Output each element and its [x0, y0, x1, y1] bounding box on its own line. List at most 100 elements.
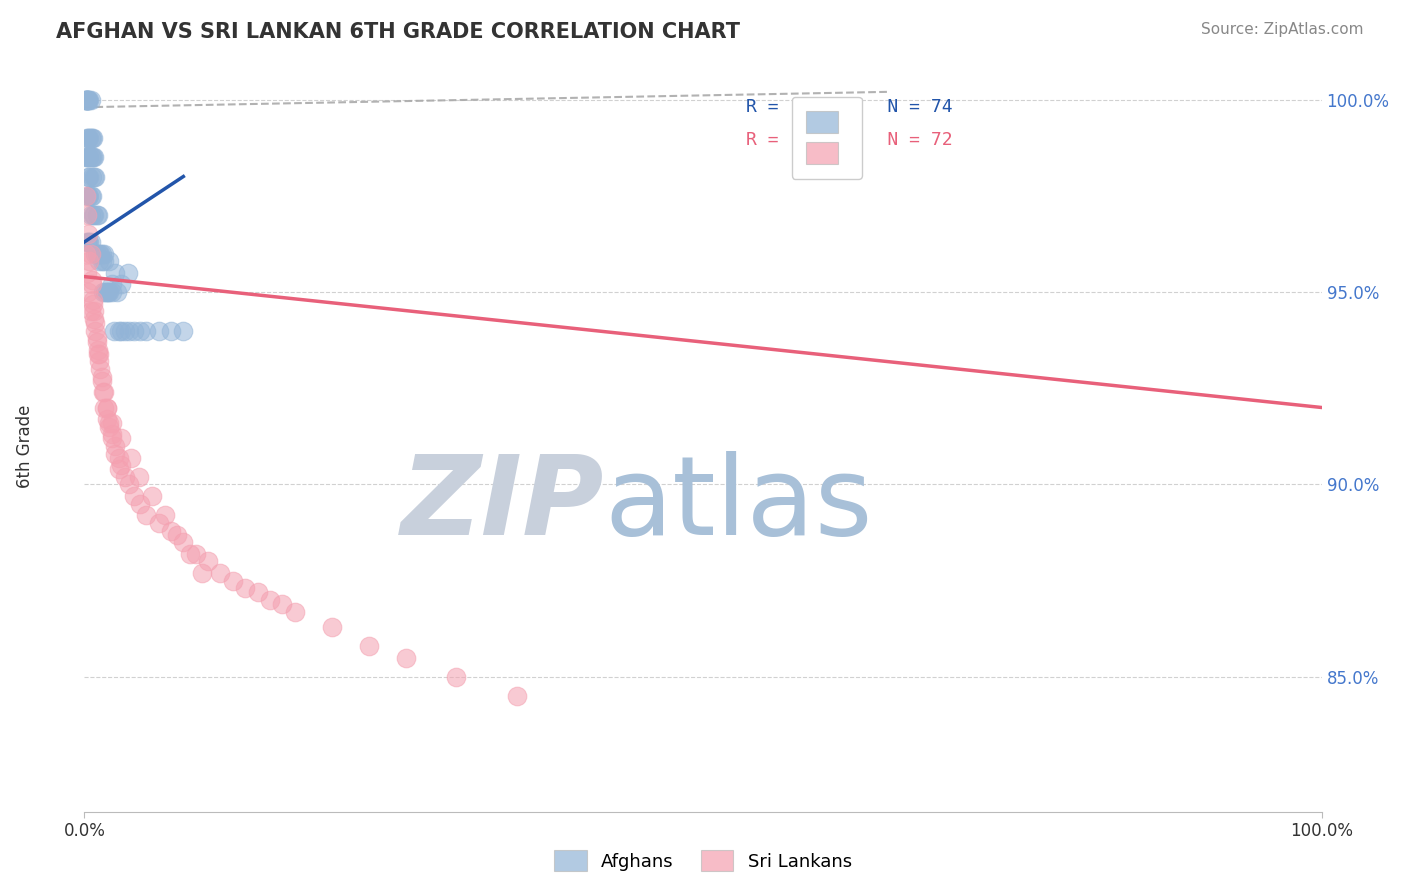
Point	[86, 334, 108, 349]
Point	[114, 470, 136, 484]
Point	[117, 266, 139, 280]
Point	[82, 296, 104, 310]
Point	[79, 188, 101, 202]
Point	[75, 150, 97, 164]
Point	[98, 416, 121, 430]
Point	[191, 566, 214, 580]
Point	[77, 227, 100, 242]
Point	[129, 497, 152, 511]
Point	[75, 188, 97, 202]
Text: ZIP: ZIP	[401, 451, 605, 558]
Point	[104, 447, 127, 461]
Point	[76, 266, 98, 280]
Text: 6th Grade: 6th Grade	[17, 404, 34, 488]
Point	[100, 427, 122, 442]
Point	[93, 401, 115, 415]
Point	[444, 670, 467, 684]
Point	[93, 246, 115, 260]
Point	[89, 246, 111, 260]
Point	[94, 285, 117, 299]
Point	[97, 285, 120, 299]
Point	[172, 535, 194, 549]
Point	[108, 462, 131, 476]
Point	[87, 346, 110, 360]
Point	[79, 150, 101, 164]
Point	[96, 285, 118, 299]
Point	[91, 385, 114, 400]
Point	[79, 131, 101, 145]
Point	[77, 169, 100, 184]
Legend: , : ,	[792, 96, 862, 178]
Point	[108, 324, 131, 338]
Point	[172, 324, 194, 338]
Point	[84, 316, 107, 330]
Point	[91, 285, 114, 299]
Point	[83, 304, 105, 318]
Point	[89, 346, 111, 360]
Point	[80, 188, 103, 202]
Point	[100, 431, 122, 445]
Point	[79, 254, 101, 268]
Point	[118, 477, 141, 491]
Point	[79, 208, 101, 222]
Point	[160, 524, 183, 538]
Point	[84, 324, 107, 338]
Point	[321, 620, 343, 634]
Point	[89, 362, 111, 376]
Point	[80, 131, 103, 145]
Point	[184, 547, 207, 561]
Point	[93, 385, 115, 400]
Point	[103, 324, 125, 338]
Text: R = -0.106   N = 72: R = -0.106 N = 72	[747, 131, 953, 149]
Point	[75, 246, 97, 260]
Point	[76, 131, 98, 145]
Point	[79, 188, 101, 202]
Point	[90, 254, 112, 268]
Point	[75, 93, 97, 107]
Point	[506, 690, 529, 704]
Point	[114, 324, 136, 338]
Point	[86, 331, 108, 345]
Point	[90, 374, 112, 388]
Point	[76, 93, 98, 107]
Point	[90, 246, 112, 260]
Point	[76, 93, 98, 107]
Point	[80, 277, 103, 292]
Point	[79, 131, 101, 145]
Point	[79, 150, 101, 164]
Point	[80, 273, 103, 287]
Point	[98, 419, 121, 434]
Point	[108, 450, 131, 465]
Point	[96, 401, 118, 415]
Point	[357, 639, 380, 653]
Point	[87, 343, 110, 357]
Point	[128, 470, 150, 484]
Point	[209, 566, 232, 580]
Point	[233, 582, 256, 596]
Point	[395, 650, 418, 665]
Point	[77, 93, 100, 107]
Point	[76, 93, 98, 107]
Point	[96, 401, 118, 415]
Text: AFGHAN VS SRI LANKAN 6TH GRADE CORRELATION CHART: AFGHAN VS SRI LANKAN 6TH GRADE CORRELATI…	[56, 22, 740, 42]
Point	[89, 354, 111, 368]
Point	[83, 208, 105, 222]
Point	[118, 324, 141, 338]
Point	[77, 150, 100, 164]
Point	[75, 93, 97, 107]
Point	[197, 554, 219, 568]
Point	[77, 235, 100, 249]
Point	[84, 169, 107, 184]
Point	[79, 246, 101, 260]
Point	[98, 254, 121, 268]
Point	[153, 508, 176, 523]
Point	[166, 527, 188, 541]
Legend: Afghans, Sri Lankans: Afghans, Sri Lankans	[547, 843, 859, 879]
Point	[87, 208, 110, 222]
Point	[77, 93, 100, 107]
Point	[83, 312, 105, 326]
Point	[259, 593, 281, 607]
Point	[79, 93, 101, 107]
Point	[89, 254, 111, 268]
Point	[77, 285, 100, 299]
